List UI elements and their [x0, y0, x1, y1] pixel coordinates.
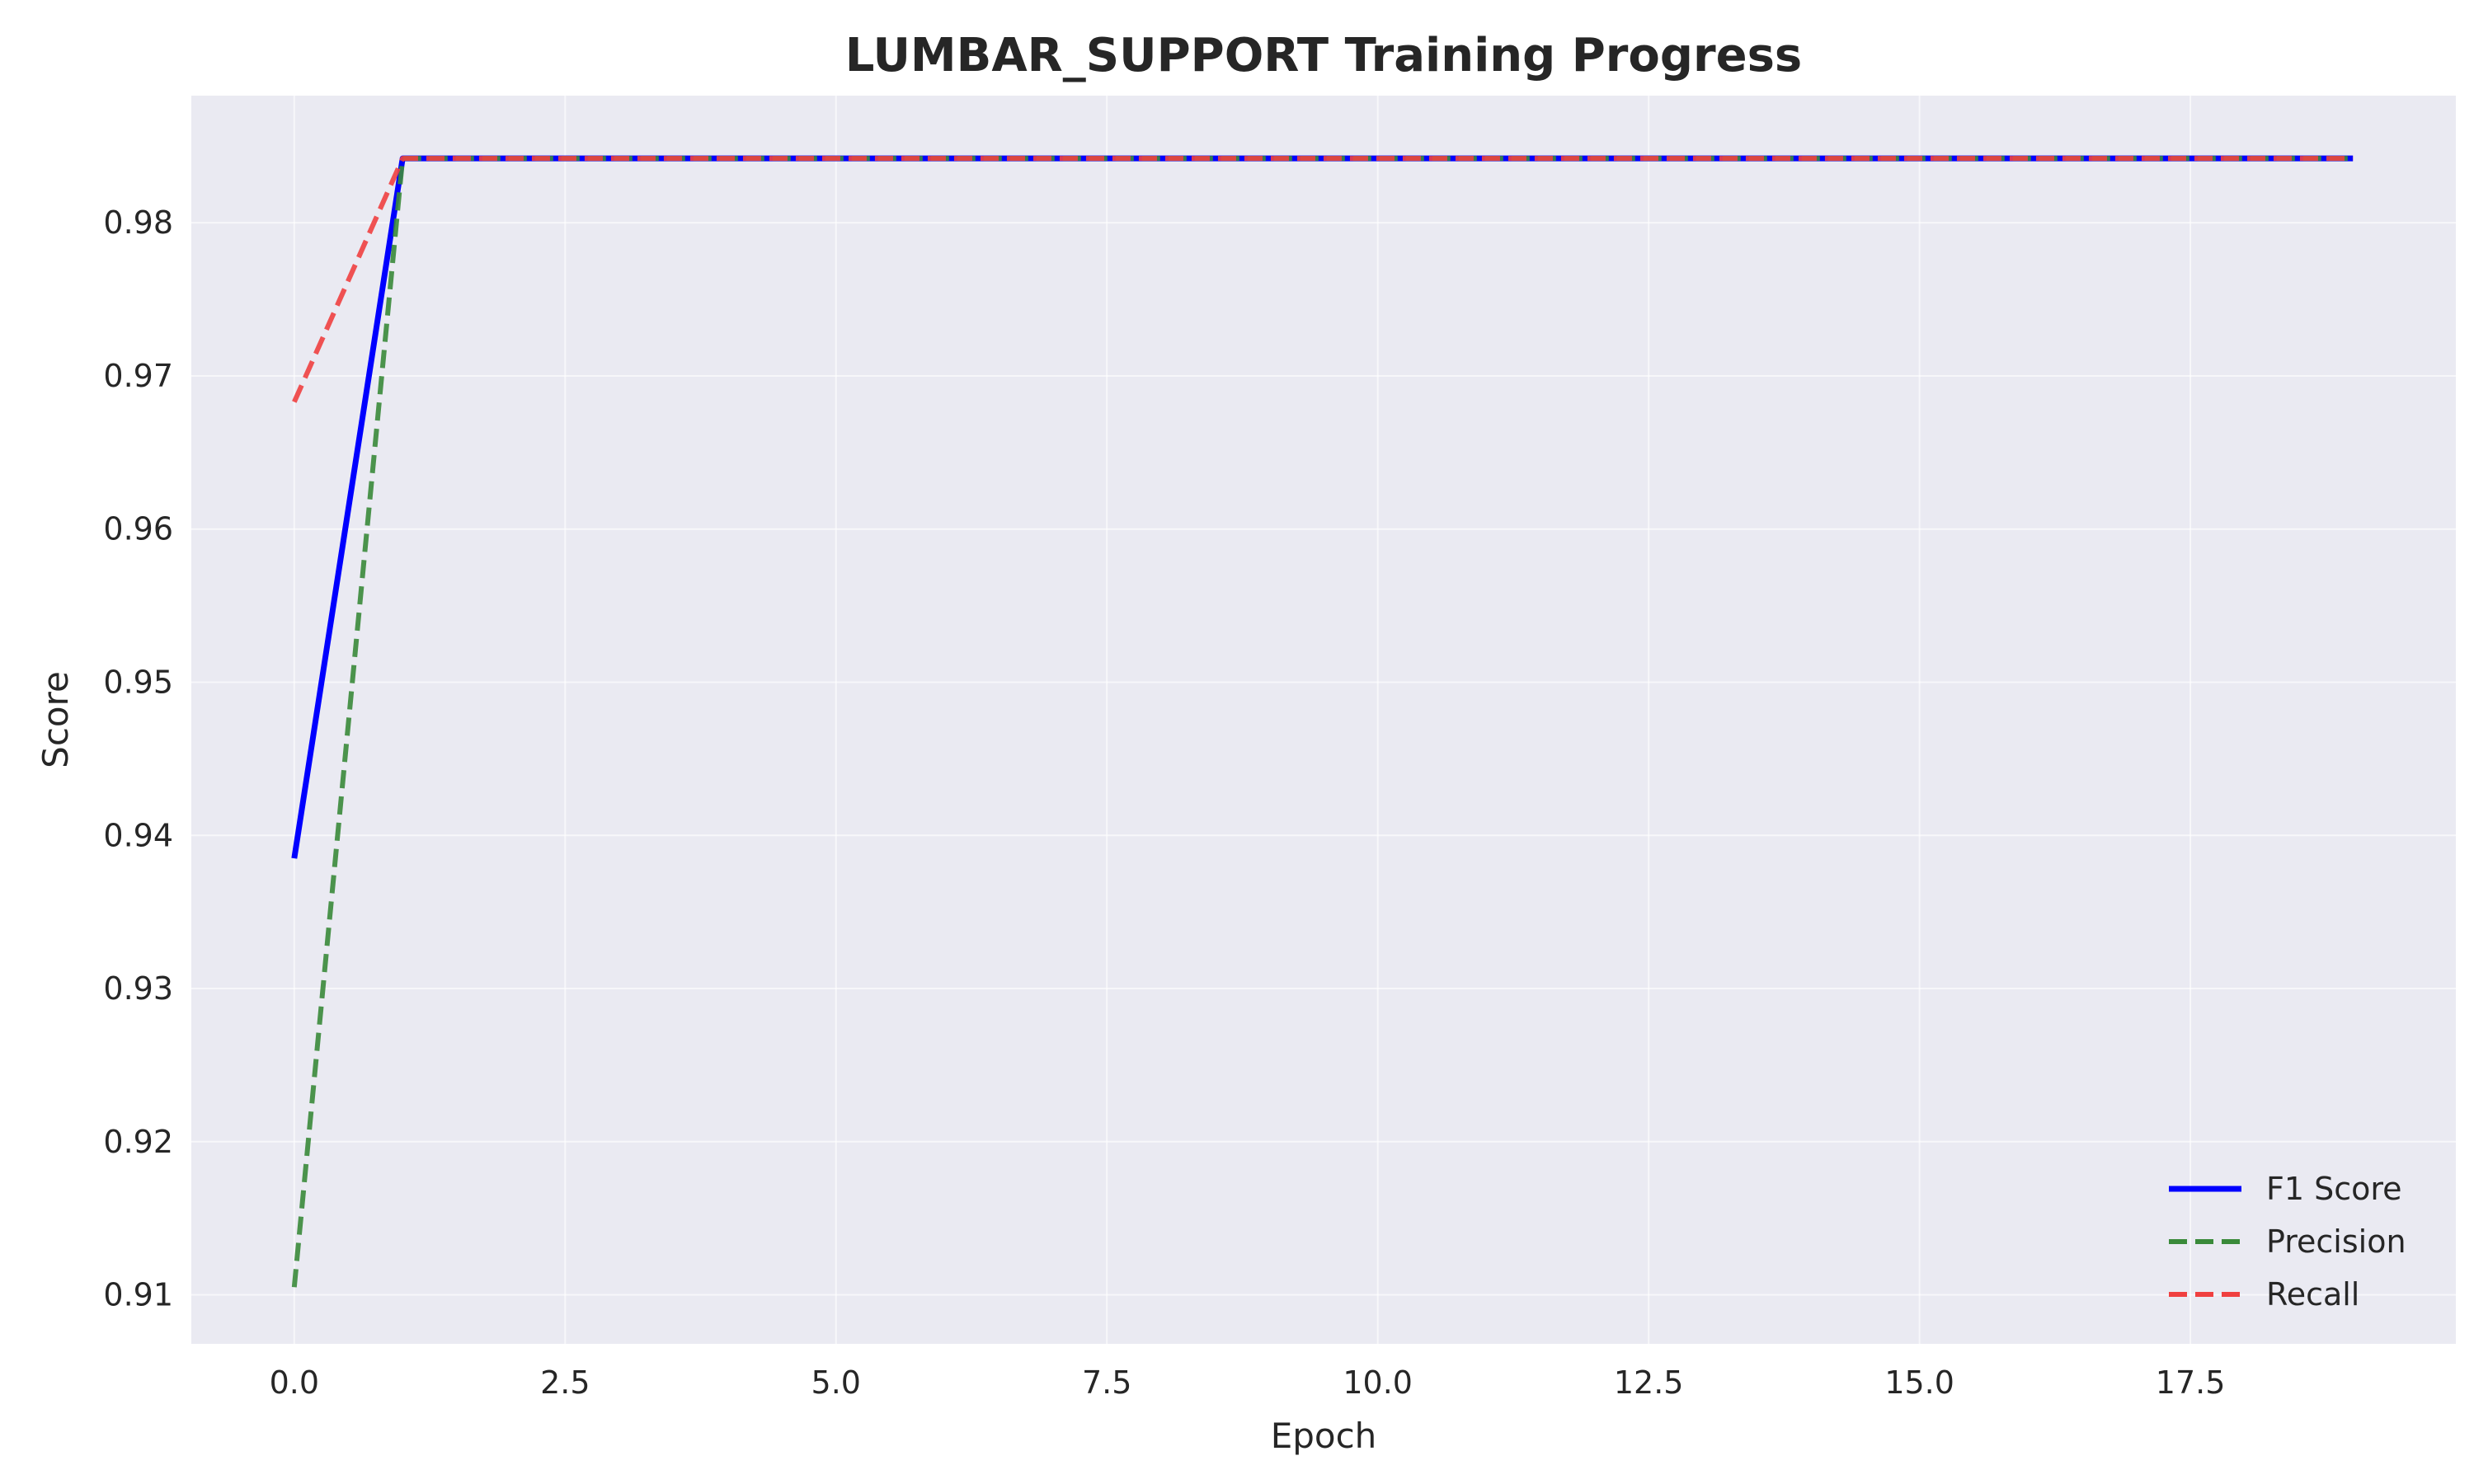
y-axis-label: Score: [35, 671, 76, 768]
legend-label: Recall: [2266, 1276, 2359, 1313]
series-line-recall: [292, 156, 2354, 403]
plot-area: [191, 96, 2456, 1344]
y-tick-label: 0.91: [103, 1277, 173, 1313]
x-tick-label: 15.0: [1884, 1364, 1954, 1401]
x-tick-label: 5.0: [811, 1364, 861, 1401]
y-tick-label: 0.95: [103, 664, 173, 700]
series-layer: [291, 155, 2354, 1288]
x-tick-label: 0.0: [270, 1364, 319, 1401]
chart-title: LUMBAR_SUPPORT Training Progress: [845, 29, 1802, 82]
y-tick-label: 0.92: [103, 1124, 173, 1160]
y-tick-label: 0.96: [103, 511, 173, 547]
x-tick-label: 12.5: [1614, 1364, 1684, 1401]
ticks: 0.0 2.5 5.0 7.5 10.0 12.5 15.0 17.5 0.91 0.92 0.93…: [103, 204, 2225, 1401]
y-tick-label: 0.93: [103, 970, 173, 1007]
x-tick-label: 10.0: [1343, 1364, 1413, 1401]
legend-label: Precision: [2266, 1223, 2406, 1260]
x-tick-label: 2.5: [540, 1364, 590, 1401]
y-tick-label: 0.94: [103, 817, 173, 853]
y-tick-label: 0.97: [103, 358, 173, 394]
legend: F1 Score Precision Recall: [2169, 1171, 2406, 1313]
y-tick-label: 0.98: [103, 204, 173, 241]
grid: [191, 96, 2456, 1344]
x-tick-label: 7.5: [1082, 1364, 1131, 1401]
x-axis-label: Epoch: [1271, 1416, 1377, 1456]
x-tick-label: 17.5: [2156, 1364, 2226, 1401]
legend-label: F1 Score: [2266, 1171, 2402, 1207]
